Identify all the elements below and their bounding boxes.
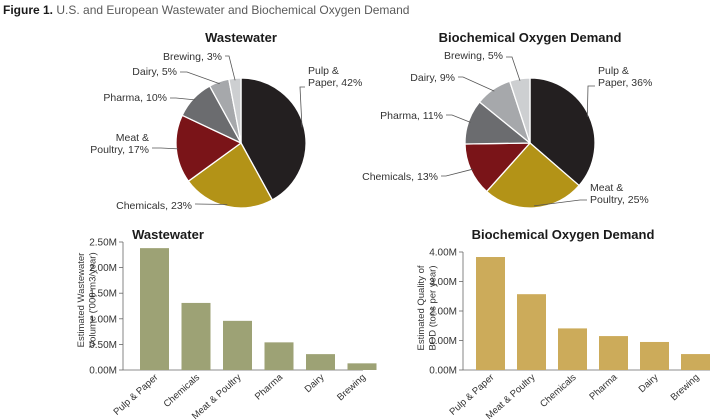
pie-slice-label: Dairy, 5% xyxy=(132,66,177,78)
figure-number: Figure 1. xyxy=(3,3,54,17)
y-axis-title: Estimated WastewaterVolume ('000 m3/year… xyxy=(76,252,99,347)
bar xyxy=(223,320,252,370)
pie-leader-line xyxy=(506,56,521,81)
x-category-label: Dairy xyxy=(303,372,327,395)
pie-leader-line xyxy=(586,85,595,117)
pie-leader-line xyxy=(225,55,236,81)
bar xyxy=(347,363,377,370)
pie-leader-line xyxy=(446,114,471,123)
x-category-label: Dairy xyxy=(637,372,661,395)
pie-slice-label-line: Brewing, 5% xyxy=(444,50,503,62)
pie-slice-label: Meat & Poultry, 25% xyxy=(590,182,649,206)
pie-leader-line xyxy=(441,168,473,177)
pie-slice xyxy=(187,142,273,209)
pie-slice-label: Meat & Poultry, 17% xyxy=(90,132,149,156)
pie-leader-line xyxy=(458,76,495,92)
bar-chart-1: Wastewater 0.00M 0.50M 1.00M 1.50M 2.00M 2.50M… xyxy=(76,227,377,420)
bar xyxy=(681,354,710,370)
y-axis-title-line: BOD (tons per year) xyxy=(428,266,439,351)
y-tick-label: 0.00M xyxy=(429,366,457,377)
pie-slice-label-line: Chemicals, 23% xyxy=(116,200,192,212)
bar xyxy=(181,302,211,370)
pie-slice-label: Chemicals, 13% xyxy=(362,171,438,183)
pie-leader-line xyxy=(170,97,196,101)
figure-caption-text: U.S. and European Wastewater and Biochem… xyxy=(56,3,410,17)
pie-slice-label: Pulp & Paper, 42% xyxy=(308,65,362,89)
pie-leader-line xyxy=(195,203,228,205)
bar xyxy=(264,342,294,370)
pie-slice-label-line: Meat & xyxy=(116,132,149,144)
pie-slice-label: Pulp & Paper, 36% xyxy=(598,65,652,89)
y-tick-label: 2.00M xyxy=(429,307,457,318)
pie-slice-label-line: Paper, 42% xyxy=(308,77,362,89)
pie-slice-label: Pharma, 10% xyxy=(103,92,167,104)
bar-chart-title: Wastewater xyxy=(132,227,204,242)
y-axis-title-line: Estimated Wastewater xyxy=(76,253,87,348)
y-tick-label: 0.50M xyxy=(89,340,117,351)
y-tick-label: 1.00M xyxy=(89,314,117,325)
x-category-label: Brewing xyxy=(335,372,368,403)
x-category-label: Pharma xyxy=(587,372,620,403)
pie-slice-label-line: Pharma, 11% xyxy=(380,110,443,122)
pie-leader-line xyxy=(152,147,179,150)
bar xyxy=(640,341,669,370)
y-tick-label: 3.00M xyxy=(429,277,457,288)
pie-slice-label-line: Brewing, 3% xyxy=(163,51,222,63)
pie-chart-title: Wastewater xyxy=(205,30,277,45)
pie-slice-label-line: Pulp & xyxy=(598,65,629,77)
bar xyxy=(476,257,505,370)
pie-slice-label: Brewing, 5% xyxy=(444,50,503,62)
pie-chart-1: Wastewater Pulp & Paper, 42% Chemicals, 23%… xyxy=(90,30,362,212)
bar-chart-title: Biochemical Oxygen Demand xyxy=(472,227,655,242)
pie-slice-label-line: Chemicals, 13% xyxy=(362,171,438,183)
y-tick-label: 2.50M xyxy=(89,238,117,249)
y-axis-title-line: Estimated Quality of xyxy=(416,265,427,350)
x-category-label: Chemicals xyxy=(538,372,579,410)
bar xyxy=(517,294,546,370)
y-tick-label: 4.00M xyxy=(429,248,457,259)
y-tick-label: 1.50M xyxy=(89,289,117,300)
pie-leader-line xyxy=(180,71,220,85)
y-tick-label: 1.00M xyxy=(429,336,457,347)
x-category-label: Brewing xyxy=(669,372,702,403)
pie-slice-label-line: Dairy, 5% xyxy=(132,66,177,78)
pie-slice-label: Chemicals, 23% xyxy=(116,200,192,212)
pie-slice-label: Dairy, 9% xyxy=(410,72,455,84)
pie-slice-label: Pharma, 11% xyxy=(380,110,443,122)
bar xyxy=(140,248,169,370)
bar-chart-2: Biochemical Oxygen Demand 0.00M 1.00M 2.00M… xyxy=(416,227,710,420)
y-axis-title-line: Volume ('000 m3/year) xyxy=(88,252,99,347)
pie-slice-label-line: Poultry, 25% xyxy=(590,194,649,206)
x-category-label: Pulp & Paper xyxy=(112,372,161,418)
pie-slice xyxy=(486,142,580,209)
pie-slice-label-line: Paper, 36% xyxy=(598,77,652,89)
bar xyxy=(558,328,587,370)
pie-slice-label-line: Pulp & xyxy=(308,65,339,77)
pie-leader-line xyxy=(533,199,587,207)
pie-chart-2: Biochemical Oxygen Demand Pulp & Paper, 36… xyxy=(362,30,652,209)
pie-slice-label-line: Poultry, 17% xyxy=(90,144,149,156)
pie-slice xyxy=(529,77,596,187)
x-category-label: Pharma xyxy=(253,372,286,403)
bar xyxy=(599,336,628,370)
pie-slice-label-line: Dairy, 9% xyxy=(410,72,455,84)
x-category-label: Chemicals xyxy=(162,372,203,410)
pie-slice xyxy=(240,77,307,201)
y-tick-label: 2.00M xyxy=(89,263,117,274)
pie-leader-line xyxy=(299,86,305,128)
bar xyxy=(306,354,335,370)
y-tick-label: 0.00M xyxy=(89,366,117,377)
pie-slice-label: Brewing, 3% xyxy=(163,51,222,63)
figure-caption: Figure 1. U.S. and European Wastewater a… xyxy=(3,3,409,17)
pie-slice-label-line: Meat & xyxy=(590,182,623,194)
pie-slice-label-line: Pharma, 10% xyxy=(103,92,167,104)
pie-chart-title: Biochemical Oxygen Demand xyxy=(439,30,622,45)
y-axis-title: Estimated Quality ofBOD (tons per year) xyxy=(416,265,439,350)
